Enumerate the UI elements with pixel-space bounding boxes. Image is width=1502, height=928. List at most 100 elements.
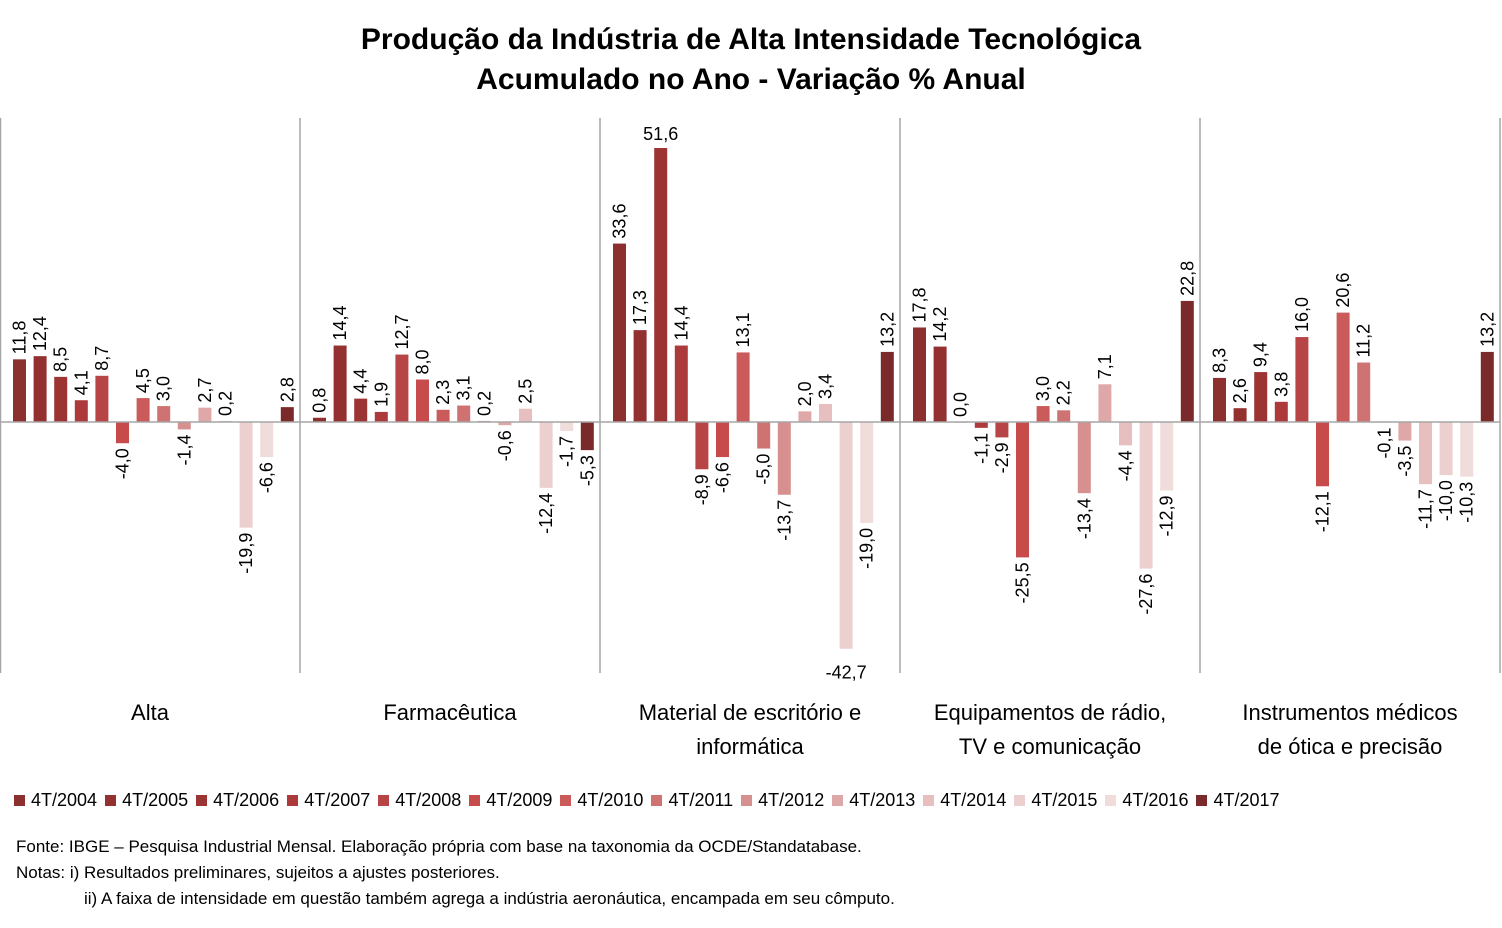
note-1: Notas: i) Resultados preliminares, sujei… [16, 863, 500, 882]
bar-2-12 [539, 422, 553, 488]
bar-3-5 [695, 422, 709, 470]
data-label: 14,2 [930, 307, 950, 342]
bar-1-8 [157, 406, 171, 422]
legend-swatch [1105, 794, 1117, 806]
bar-3-10 [798, 411, 812, 422]
legend-label: 4T/2008 [395, 789, 462, 810]
data-label: -6,6 [257, 462, 277, 493]
legend-label: 4T/2011 [668, 789, 734, 810]
data-label: -4,4 [1116, 450, 1136, 481]
bar-5-4 [1274, 401, 1288, 422]
data-label: -12,4 [536, 493, 556, 534]
legend-label: 4T/2007 [304, 789, 371, 810]
data-label: 13,1 [733, 312, 753, 347]
data-label: -2,9 [992, 442, 1012, 473]
data-label: -12,9 [1157, 496, 1177, 537]
bar-4-11 [1119, 422, 1132, 446]
data-label: 0,0 [951, 392, 971, 417]
bar-5-3 [1254, 372, 1268, 422]
bar-5-13 [1460, 422, 1474, 477]
legend-label: 4T/2014 [940, 789, 1007, 810]
bar-2-7 [436, 409, 450, 422]
data-label: 22,8 [1177, 261, 1197, 296]
data-label: -0,1 [1374, 428, 1394, 459]
data-label: 11,2 [1354, 324, 1374, 358]
data-label: 11,8 [10, 321, 30, 355]
bar-5-1 [1213, 377, 1226, 422]
data-label: -12,1 [1313, 491, 1333, 532]
data-label: 0,2 [216, 391, 236, 416]
legend-item: 4T/2015 [1014, 790, 1097, 811]
data-label: 51,6 [643, 124, 678, 144]
legend-swatch [287, 794, 299, 806]
bar-3-1 [613, 243, 626, 422]
data-label: 16,0 [1292, 297, 1312, 332]
bar-3-4 [674, 345, 688, 422]
data-label: -27,6 [1136, 574, 1156, 615]
bar-1-13 [260, 422, 274, 458]
data-label: -3,5 [1395, 446, 1415, 477]
legend-item: 4T/2013 [832, 790, 915, 811]
bar-1-5 [95, 375, 109, 422]
legend-item: 4T/2017 [1196, 790, 1280, 811]
data-label: 7,1 [1095, 354, 1115, 379]
bar-1-7 [136, 398, 150, 422]
data-label: -1,1 [971, 433, 991, 464]
category-label: Material de escritório e [639, 700, 862, 725]
legend-item: 4T/2012 [741, 790, 824, 811]
data-label: 2,5 [516, 379, 536, 404]
data-label: 3,8 [1271, 372, 1291, 397]
category-label: de ótica e precisão [1258, 734, 1443, 759]
source-note: Fonte: IBGE – Pesquisa Industrial Mensal… [16, 837, 862, 856]
data-label: 8,5 [51, 347, 71, 372]
bar-3-11 [819, 403, 832, 422]
category-label: Farmacêutica [383, 700, 517, 725]
bar-2-5 [395, 354, 409, 422]
data-label: -42,7 [826, 663, 867, 683]
data-label: -10,3 [1457, 482, 1477, 523]
bar-4-2 [933, 346, 947, 422]
data-label: -19,9 [236, 533, 256, 574]
bar-4-14 [1180, 300, 1194, 422]
data-label: -1,4 [174, 434, 194, 465]
bar-2-8 [457, 405, 471, 422]
data-label: 2,0 [795, 381, 815, 406]
data-label: -5,3 [577, 455, 597, 486]
legend-swatch [923, 794, 935, 806]
data-label: 12,4 [30, 316, 50, 351]
data-label: 12,7 [392, 315, 412, 350]
legend-item: 4T/2006 [196, 790, 279, 811]
bar-4-4 [974, 422, 988, 428]
bar-1-10 [198, 407, 212, 422]
data-label: -0,6 [495, 430, 515, 461]
data-label: -8,9 [692, 474, 712, 505]
legend-label: 4T/2004 [31, 789, 98, 810]
data-label: 2,8 [277, 377, 297, 402]
data-label: -13,7 [774, 500, 794, 541]
bar-3-8 [757, 422, 771, 449]
bar-5-7 [1336, 312, 1350, 422]
data-label: -11,7 [1416, 489, 1436, 529]
data-label: 20,6 [1333, 273, 1353, 308]
bar-2-2 [333, 345, 347, 422]
data-label: 4,1 [71, 370, 91, 395]
legend-swatch [832, 794, 844, 806]
bar-1-6 [116, 422, 129, 444]
legend-item: 4T/2005 [105, 790, 188, 811]
legend-swatch [378, 794, 390, 806]
bar-3-13 [860, 422, 874, 523]
bar-4-13 [1160, 422, 1174, 491]
legend: 4T/2004 4T/2005 4T/2006 4T/2007 4T/2008 4T/20… [14, 788, 1502, 812]
bar-3-6 [716, 422, 729, 458]
legend-swatch [469, 794, 481, 806]
data-label: 0,2 [474, 391, 494, 416]
bar-4-1 [913, 327, 926, 422]
chart-title-line-1: Produção da Indústria de Alta Intensidad… [360, 23, 1142, 56]
bar-3-3 [654, 148, 668, 422]
bar-chart: 11,8 12,48,54,18,7-4,04,5 3,0-1,42,70,2-19… [0, 118, 1501, 759]
bar-2-3 [354, 398, 368, 422]
data-label: -19,0 [857, 528, 877, 569]
legend-item: 4T/2009 [469, 790, 552, 811]
data-label: 17,8 [910, 287, 930, 322]
data-label: 3,1 [454, 376, 474, 401]
